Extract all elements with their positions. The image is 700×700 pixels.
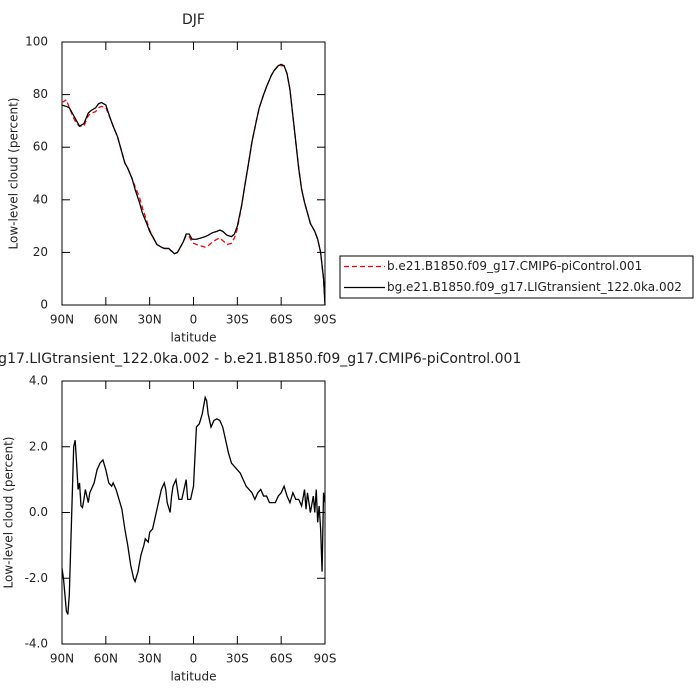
x-tick-label: 60N	[94, 652, 118, 666]
x-axis-label: latitude	[170, 670, 216, 684]
y-tick-label: 0	[40, 298, 48, 312]
chart-title: bg.e21.B1850.f09_g17.LIGtransient_122.0k…	[0, 351, 521, 367]
x-tick-label: 30N	[138, 652, 162, 666]
y-axis-label: Low-level cloud (percent)	[7, 98, 21, 250]
x-tick-label: 90S	[314, 313, 337, 327]
y-tick-label: -4.0	[25, 637, 48, 651]
data-line	[61, 65, 326, 306]
y-axis-label: Low-level cloud (percent)	[2, 437, 16, 589]
y-tick-label: 0.0	[29, 505, 48, 519]
x-tick-label: 60S	[270, 652, 293, 666]
legend-label: bg.e21.B1850.f09_g17.LIGtransient_122.0k…	[387, 280, 682, 294]
x-tick-label: 0	[190, 313, 198, 327]
y-tick-label: 80	[33, 87, 48, 101]
x-tick-label: 90N	[50, 652, 74, 666]
y-tick-label: -2.0	[25, 571, 48, 585]
chart-title: DJF	[182, 12, 205, 28]
y-tick-label: 20	[33, 245, 48, 259]
x-tick-label: 0	[190, 652, 198, 666]
y-tick-label: 100	[25, 35, 48, 49]
x-tick-label: 90N	[50, 313, 74, 327]
x-tick-label: 60N	[94, 313, 118, 327]
x-tick-label: 30N	[138, 313, 162, 327]
y-tick-label: 4.0	[29, 374, 48, 388]
x-axis-label: latitude	[170, 331, 216, 345]
x-tick-label: 30S	[226, 313, 249, 327]
x-tick-label: 90S	[314, 652, 337, 666]
legend-label: b.e21.B1850.f09_g17.CMIP6-piControl.001	[387, 259, 642, 273]
x-tick-label: 60S	[270, 313, 293, 327]
y-tick-label: 2.0	[29, 439, 48, 453]
y-tick-label: 60	[33, 140, 48, 154]
data-line	[61, 63, 326, 306]
plot-frame	[61, 380, 326, 645]
y-tick-label: 40	[33, 192, 48, 206]
legend-box	[339, 255, 694, 299]
plot-frame	[61, 41, 326, 306]
x-tick-label: 30S	[226, 652, 249, 666]
data-line	[61, 395, 326, 615]
